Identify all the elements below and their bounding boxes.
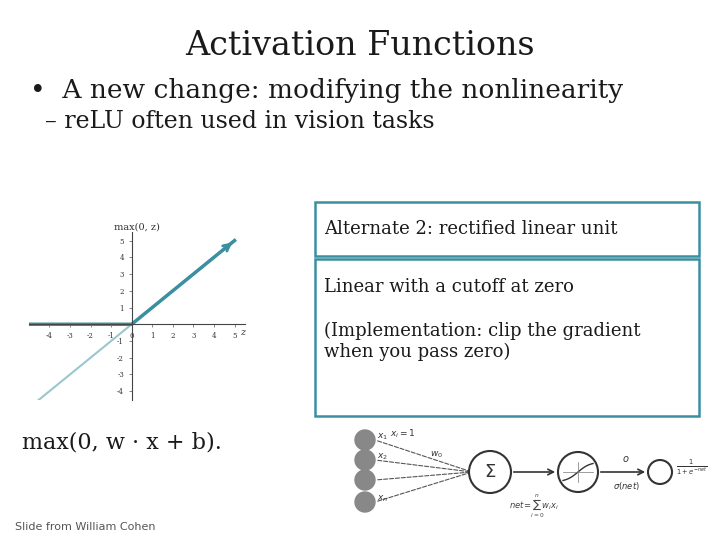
Text: Alternate 2: rectified linear unit: Alternate 2: rectified linear unit	[324, 220, 618, 238]
Text: $x_i = 1$: $x_i = 1$	[390, 428, 415, 441]
Circle shape	[469, 451, 511, 493]
Title: max(0, z): max(0, z)	[114, 222, 160, 232]
Text: z: z	[240, 328, 246, 336]
FancyBboxPatch shape	[315, 202, 699, 256]
Text: •  A new change: modifying the nonlinearity: • A new change: modifying the nonlineari…	[30, 78, 623, 103]
Text: (Implementation: clip the gradient
when you pass zero): (Implementation: clip the gradient when …	[324, 322, 641, 361]
Text: $\Sigma$: $\Sigma$	[484, 463, 496, 481]
Text: $w_0$: $w_0$	[430, 450, 443, 461]
Text: max(0, w · x + b).: max(0, w · x + b).	[22, 432, 222, 454]
Text: $x_2$: $x_2$	[377, 452, 388, 462]
Circle shape	[355, 470, 375, 490]
FancyBboxPatch shape	[315, 259, 699, 416]
Text: $\sigma(net)$: $\sigma(net)$	[613, 480, 639, 492]
Text: $\frac{1}{1+e^{-net}}$: $\frac{1}{1+e^{-net}}$	[676, 457, 707, 477]
Text: – reLU often used in vision tasks: – reLU often used in vision tasks	[45, 110, 435, 133]
Text: Activation Functions: Activation Functions	[185, 30, 535, 62]
Text: Slide from William Cohen: Slide from William Cohen	[15, 522, 156, 532]
Circle shape	[355, 450, 375, 470]
Text: $net\!=\!\sum_{i=0}^{n}\!w_i x_i$: $net\!=\!\sum_{i=0}^{n}\!w_i x_i$	[509, 492, 559, 519]
Text: $x_1$: $x_1$	[377, 432, 388, 442]
Text: Linear with a cutoff at zero: Linear with a cutoff at zero	[324, 278, 574, 296]
Circle shape	[648, 460, 672, 484]
Text: $o$: $o$	[622, 454, 630, 464]
Circle shape	[355, 430, 375, 450]
Text: $x_n$: $x_n$	[377, 494, 388, 504]
Circle shape	[355, 492, 375, 512]
Circle shape	[558, 452, 598, 492]
